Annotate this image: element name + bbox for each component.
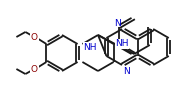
Text: NH: NH bbox=[83, 43, 97, 51]
Text: O: O bbox=[31, 64, 38, 74]
Text: N: N bbox=[114, 19, 121, 28]
Text: NH: NH bbox=[116, 39, 129, 49]
Text: N: N bbox=[123, 66, 130, 75]
Text: O: O bbox=[31, 33, 38, 41]
